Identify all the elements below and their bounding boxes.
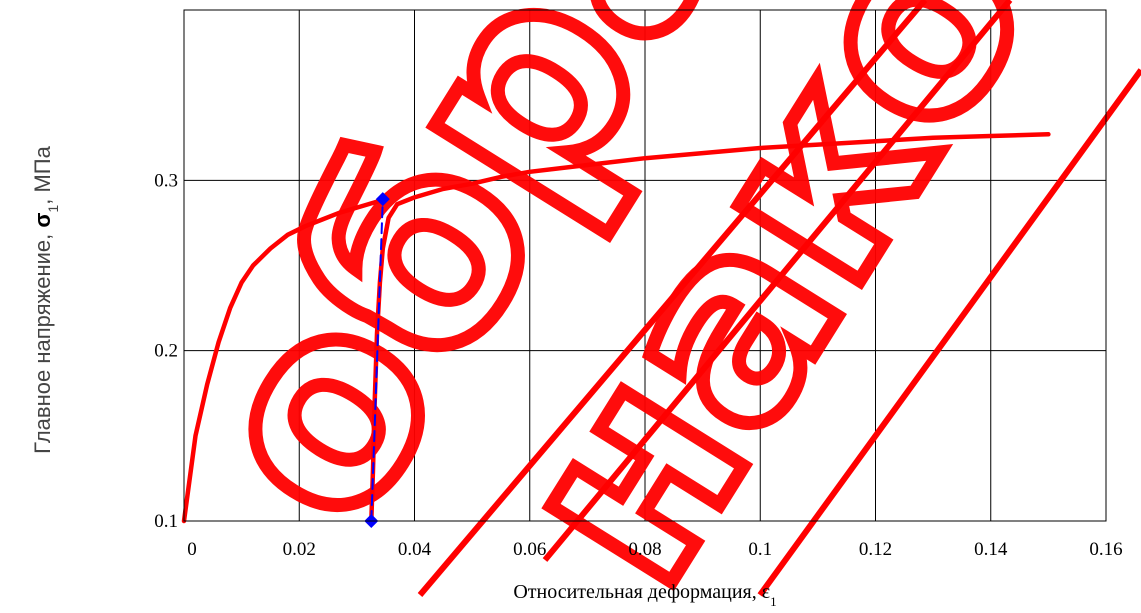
x-tick-label: 0.1: [748, 539, 772, 560]
y-tick-label: 0.2: [154, 341, 178, 362]
x-tick-label: 0.16: [1089, 539, 1122, 560]
x-axis-label-subscript: 1: [770, 594, 777, 609]
y-axis-label-prefix: Главное напряжение,: [30, 228, 55, 454]
watermark-stroke-0: [417, 0, 928, 597]
y-axis-label-suffix: , МПа: [30, 145, 55, 204]
x-tick-label: 0.04: [398, 539, 432, 560]
x-axis-label: Относительная деформация, ε1: [513, 581, 776, 609]
y-axis-label-symbol: σ: [30, 213, 55, 228]
x-tick-label: 0: [187, 539, 197, 560]
x-tick-label: 0.06: [513, 539, 546, 560]
plot-frame: [183, 9, 1107, 522]
x-tick-label: 0.02: [283, 539, 316, 560]
y-axis-label-subscript: 1: [45, 205, 61, 213]
watermark-stroke-2: [757, 68, 1141, 597]
series-marker-2-1: [375, 192, 390, 207]
x-tick-label: 0.12: [859, 539, 892, 560]
y-axis-label: Главное напряжение, σ1, МПа: [30, 145, 61, 453]
x-tick-label: 0.08: [628, 539, 661, 560]
series-line-0: [181, 198, 383, 524]
y-tick-label: 0.3: [154, 170, 178, 191]
series-line-2: [370, 198, 384, 522]
y-tick-label: 0.1: [154, 511, 178, 532]
y-tick-labels: 0.1 0.2 0.3: [154, 170, 178, 532]
x-tick-label: 0.14: [974, 539, 1008, 560]
x-axis-label-text: Относительная деформация, ε: [513, 581, 770, 603]
x-tick-labels: 0 0.02 0.04 0.06 0.08 0.1 0.12 0.14 0.16: [187, 539, 1122, 560]
watermark-stroke-1: [542, 0, 1013, 562]
